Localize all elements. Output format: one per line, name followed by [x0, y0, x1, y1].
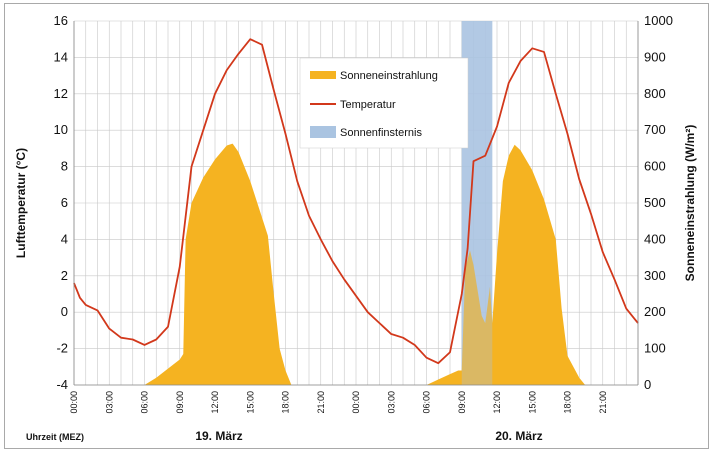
date-label-day1: 19. März — [195, 429, 242, 443]
irradiance-area-day2 — [426, 144, 586, 385]
x-tick-label: 12:00 — [492, 391, 502, 414]
left-y-tick-label: 6 — [61, 195, 68, 210]
x-tick-label: 09:00 — [457, 391, 467, 414]
left-y-ticks: -4 -2 0 2 4 6 8 10 12 14 16 — [54, 13, 68, 392]
x-tick-label: 09:00 — [175, 391, 185, 414]
right-y-tick-label: 300 — [644, 268, 666, 283]
x-tick-label: 00:00 — [351, 391, 361, 414]
left-y-tick-label: 12 — [54, 86, 68, 101]
right-y-tick-label: 200 — [644, 304, 666, 319]
x-ticks: 00:00 03:00 06:00 09:00 12:00 15:00 18:00 21:00… — [69, 391, 608, 414]
x-tick-label: 03:00 — [104, 391, 114, 414]
x-tick-label: 00:00 — [69, 391, 79, 414]
x-tick-label: 06:00 — [422, 391, 432, 414]
x-tick-label: 18:00 — [281, 391, 291, 414]
x-tick-label: 21:00 — [316, 391, 326, 414]
right-y-tick-label: 500 — [644, 195, 666, 210]
left-y-tick-label: 2 — [61, 268, 68, 283]
left-y-tick-label: 16 — [54, 13, 68, 28]
left-y-tick-label: -4 — [56, 377, 68, 392]
left-y-tick-label: 0 — [61, 304, 68, 319]
left-y-tick-label: -2 — [56, 341, 68, 356]
right-y-tick-label: 800 — [644, 86, 666, 101]
x-tick-label: 12:00 — [210, 391, 220, 414]
right-y-tick-label: 100 — [644, 341, 666, 356]
right-y-tick-label: 900 — [644, 49, 666, 64]
temperature-line — [73, 38, 639, 365]
right-y-tick-label: 700 — [644, 122, 666, 137]
left-y-tick-label: 8 — [61, 159, 68, 174]
x-tick-label: 18:00 — [563, 391, 573, 414]
x-tick-label: 03:00 — [386, 391, 396, 414]
irradiance-area-layer — [144, 21, 586, 385]
left-y-tick-label: 4 — [61, 231, 68, 246]
legend-label-irradiance: Sonneneinstrahlung — [340, 70, 438, 82]
irradiance-area-day1 — [144, 143, 292, 385]
chart: -4 -2 0 2 4 6 8 10 12 14 16 0 100 200 300 400 500 600 700… — [14, 13, 697, 443]
right-y-axis-title: Sonneneinstrahlung (W/m²) — [683, 125, 697, 282]
legend-swatch-irradiance — [310, 71, 336, 79]
left-y-tick-label: 10 — [54, 122, 68, 137]
right-y-tick-label: 400 — [644, 231, 666, 246]
x-tick-label: 06:00 — [140, 391, 150, 414]
temperature-line-layer — [73, 38, 639, 365]
left-y-axis-title: Lufttemperatur (°C) — [14, 148, 28, 258]
right-y-tick-label: 600 — [644, 159, 666, 174]
legend-swatch-eclipse — [310, 126, 336, 138]
right-y-ticks: 0 100 200 300 400 500 600 700 800 900 1000 — [644, 13, 673, 392]
right-y-tick-label: 0 — [644, 377, 651, 392]
legend-label-temperature: Temperatur — [340, 99, 396, 111]
right-y-tick-label: 1000 — [644, 13, 673, 28]
x-tick-label: 15:00 — [245, 391, 255, 414]
legend-label-eclipse: Sonnenfinsternis — [340, 127, 422, 139]
legend: Sonneneinstrahlung Temperatur Sonnenfins… — [299, 57, 469, 149]
axes — [73, 21, 639, 386]
date-label-day2: 20. März — [495, 429, 542, 443]
x-tick-label: 21:00 — [598, 391, 608, 414]
x-axis-title: Uhrzeit (MEZ) — [26, 432, 84, 442]
left-y-tick-label: 14 — [54, 49, 68, 64]
x-tick-label: 15:00 — [527, 391, 537, 414]
chart-frame: -4 -2 0 2 4 6 8 10 12 14 16 0 100 200 300 400 500 600 700… — [4, 3, 709, 449]
